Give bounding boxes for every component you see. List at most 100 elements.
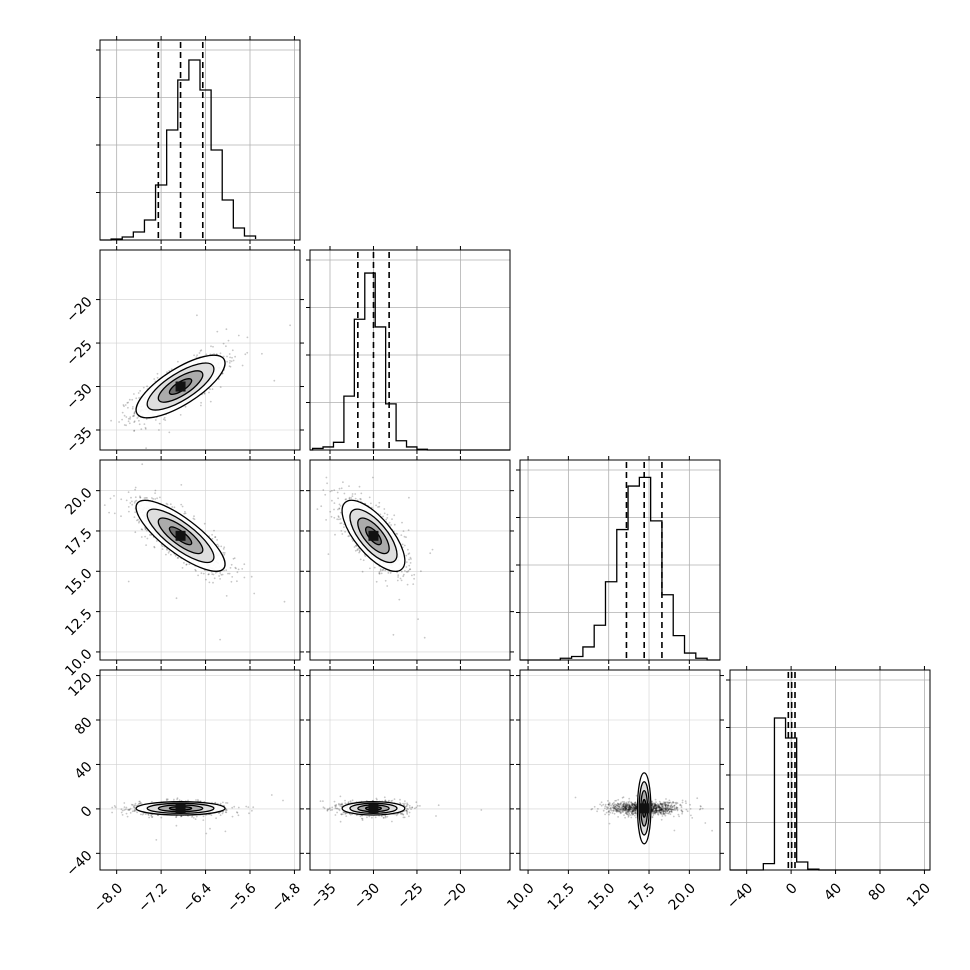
scatter-point (136, 417, 139, 419)
scatter-point (412, 583, 415, 585)
scatter-point (146, 529, 148, 532)
scatter-point (123, 809, 126, 811)
scatter-point (429, 552, 432, 555)
scatter-point (211, 388, 214, 390)
scatter-point (222, 342, 225, 345)
scatter-point (142, 386, 145, 389)
scatter-point (131, 500, 133, 503)
scatter-point (158, 422, 161, 425)
scatter-point (369, 567, 371, 570)
scatter-point (164, 419, 167, 421)
scatter-point (212, 345, 214, 348)
scatter-point (408, 496, 410, 499)
scatter-point (147, 814, 150, 816)
scatter-point (192, 817, 195, 819)
scatter-point (227, 339, 230, 342)
scatter-point (231, 806, 234, 809)
scatter-point (339, 518, 342, 520)
scatter-point (223, 553, 226, 556)
scatter-point (397, 574, 400, 577)
scatter-point (156, 372, 159, 375)
scatter-point (153, 545, 156, 548)
histogram-step (730, 717, 930, 871)
scatter-point (407, 553, 410, 555)
scatter-point (120, 808, 123, 811)
scatter-point (374, 816, 377, 819)
scatter-point (138, 521, 140, 524)
scatter-point (393, 798, 396, 800)
scatter-point (154, 489, 157, 492)
scatter-point (339, 522, 342, 525)
scatter-point (219, 572, 222, 574)
scatter-point (178, 799, 181, 802)
scatter-point (383, 796, 386, 799)
scatter-point (410, 558, 412, 560)
scatter-point (125, 416, 128, 418)
scatter-point (361, 570, 364, 573)
scatter-point (215, 817, 218, 820)
scatter-point (181, 505, 184, 508)
scatter-point (383, 512, 386, 515)
scatter-point (121, 411, 124, 414)
scatter-point (219, 352, 222, 355)
scatter-point (408, 568, 411, 571)
scatter-point (219, 638, 222, 641)
scatter-point (241, 568, 244, 570)
scatter-point (406, 571, 409, 573)
scatter-point (337, 515, 340, 517)
scatter-point (225, 345, 227, 348)
histogram-step (520, 476, 720, 661)
scatter-point (336, 518, 339, 521)
scatter-point (358, 549, 361, 552)
scatter-point (226, 360, 229, 363)
scatter-point (390, 524, 392, 526)
scatter-point (386, 585, 389, 587)
scatter-point (354, 493, 357, 495)
scatter-point (351, 495, 354, 498)
scatter-point (392, 633, 395, 636)
scatter-point (114, 806, 117, 809)
scatter-point (220, 545, 223, 548)
scatter-point (338, 518, 340, 521)
scatter-point (344, 799, 346, 802)
scatter-point (156, 376, 159, 379)
scatter-point (232, 557, 235, 560)
scatter-point (229, 567, 232, 569)
scatter-point (194, 818, 197, 820)
scatter-point (153, 546, 156, 549)
scatter-point (136, 519, 138, 522)
scatter-point (222, 811, 225, 813)
scatter-point (195, 569, 197, 572)
scatter-point (229, 365, 232, 368)
scatter-point (382, 515, 384, 518)
scatter-point (218, 575, 221, 577)
hist-panel-3-frame (729, 669, 931, 871)
scatter-point (408, 558, 410, 561)
scatter-point (338, 503, 341, 506)
scatter-point (160, 544, 163, 546)
scatter-point (124, 404, 127, 406)
scatter-point (223, 552, 226, 554)
scatter-point (366, 816, 368, 819)
scatter-point (350, 497, 353, 499)
scatter-point (348, 535, 351, 537)
scatter-point (339, 511, 342, 514)
scatter-point (397, 576, 399, 578)
scatter-point (134, 804, 137, 807)
scatter-point (230, 563, 233, 566)
scatter-point (168, 370, 171, 372)
scatter-point (225, 328, 228, 331)
scatter-point (150, 814, 153, 817)
scatter-panel-1-0-frame (99, 249, 301, 451)
scatter-point (125, 812, 128, 815)
scatter-point (358, 551, 360, 554)
scatter-point (184, 405, 187, 408)
scatter-point (379, 569, 382, 572)
scatter-point (129, 502, 132, 504)
scatter-point (180, 484, 183, 486)
scatter-point (340, 813, 343, 816)
scatter-point (353, 546, 356, 548)
scatter-point (165, 502, 168, 505)
scatter-point (153, 378, 156, 380)
scatter-point (144, 813, 147, 815)
